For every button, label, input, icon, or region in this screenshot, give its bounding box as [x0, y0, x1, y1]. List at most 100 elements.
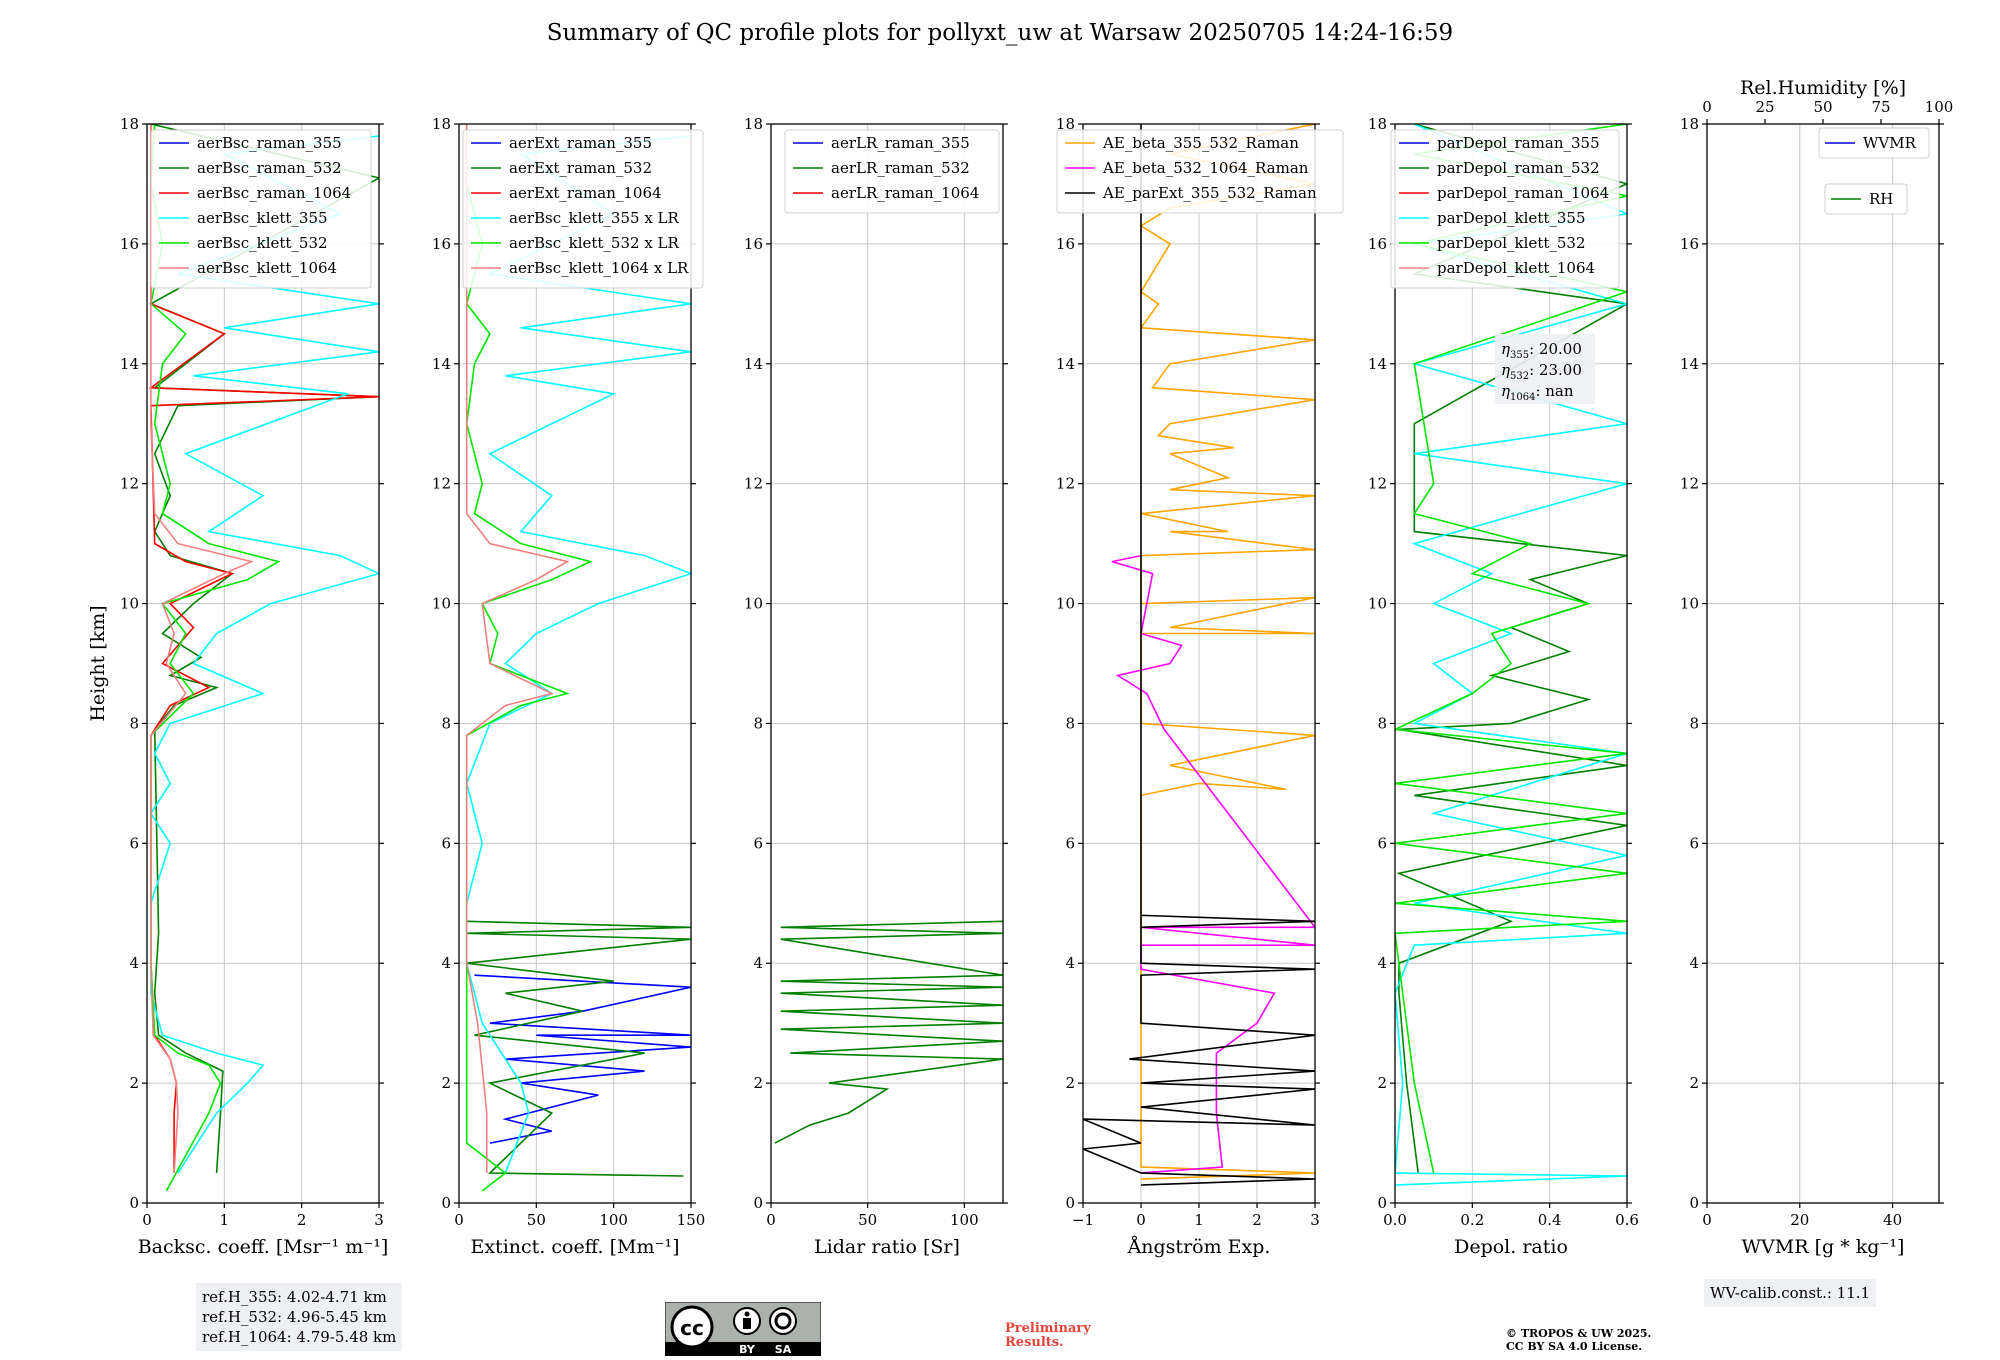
ytick-label: 14	[432, 355, 451, 373]
xtick-label: 40	[1883, 1211, 1902, 1229]
xtick-label: 0	[454, 1211, 464, 1229]
legend-box	[150, 129, 372, 289]
top-axis-label: Rel.Humidity [%]	[1740, 77, 1906, 99]
series-aerExt_raman_532	[466, 920, 691, 1177]
ytick-label: 6	[1065, 834, 1075, 852]
ytick-label: 18	[1368, 115, 1387, 133]
ytick-label: 6	[1377, 834, 1387, 852]
ytick-label: 8	[1065, 714, 1075, 732]
legend-label: aerExt_raman_532	[509, 159, 652, 177]
ytick-label: 16	[1368, 235, 1387, 253]
ytick-label: 2	[129, 1074, 139, 1092]
legend-label: parDepol_raman_1064	[1437, 184, 1609, 202]
xtick-label: 1	[1194, 1211, 1204, 1229]
series-AE_parExt_355_532_Raman	[1083, 124, 1315, 1186]
ytick-label: 6	[441, 834, 451, 852]
ytick-label: 8	[1689, 714, 1699, 732]
cc-by-label: BY	[739, 1343, 756, 1356]
xtick-label: 3	[1310, 1211, 1320, 1229]
legend-label: aerBsc_klett_1064 x LR	[509, 259, 689, 277]
copyright-line-1: © TROPOS & UW 2025.	[1506, 1327, 1652, 1340]
eta-1064: η1064: nan	[1501, 382, 1574, 403]
ytick-label: 10	[1368, 595, 1387, 613]
ytick-label: 16	[432, 235, 451, 253]
ytick-label: 0	[753, 1194, 763, 1212]
ytick-label: 4	[753, 954, 763, 972]
ytick-label: 18	[432, 115, 451, 133]
ytick-label: 8	[441, 714, 451, 732]
legend-label: aerBsc_klett_1064	[197, 259, 337, 277]
ytick-label: 16	[1056, 235, 1075, 253]
series-aerLR_raman_532	[774, 920, 1003, 1144]
legend-label: WVMR	[1863, 134, 1917, 152]
legend-label: aerBsc_klett_532	[197, 234, 328, 252]
xtick-label: 20	[1790, 1211, 1809, 1229]
legend-label: AE_parExt_355_532_Raman	[1102, 184, 1317, 202]
legend-label: RH	[1869, 190, 1893, 208]
legend-label: aerBsc_klett_355 x LR	[509, 209, 680, 227]
series-aerBsc_klett_1064 x LR	[465, 124, 570, 1173]
ytick-label: 2	[1065, 1074, 1075, 1092]
wv-calib-box: WV-calib.const.: 11.1	[1704, 1279, 1877, 1307]
ytick-label: 0	[129, 1194, 139, 1212]
preliminary-line-2: Results.	[1005, 1335, 1064, 1350]
ref-h-532: ref.H_532: 4.96-5.45 km	[202, 1308, 387, 1326]
preliminary-note: Preliminary Results.	[1005, 1322, 1091, 1350]
eta-532: η532: 23.00	[1501, 361, 1582, 382]
xtick-label: 0.6	[1615, 1211, 1639, 1229]
ytick-label: 14	[744, 355, 763, 373]
copyright-note: © TROPOS & UW 2025. CC BY SA 4.0 License…	[1506, 1327, 1651, 1353]
ytick-label: 10	[120, 595, 139, 613]
ytick-label: 4	[441, 954, 451, 972]
panel-depol: 0 2 4 6 8 10 12 14 16 18 0.0 0.2 0.4 0.6 Depol. ratio p…	[1368, 115, 1639, 1258]
axes-frame	[1394, 123, 1628, 1204]
copyright-line-2: CC BY SA 4.0 License.	[1506, 1340, 1643, 1353]
figure-title: Summary of QC profile plots for pollyxt_…	[546, 20, 1454, 46]
ytick-label: 2	[441, 1074, 451, 1092]
x-axis-label: Depol. ratio	[1454, 1236, 1568, 1258]
series-AE_beta_355_532_Raman	[1139, 124, 1315, 1180]
ytick-label: 0	[1689, 1194, 1699, 1212]
ytick-label: 10	[1680, 595, 1699, 613]
axes-frame	[458, 123, 692, 1204]
xtick-label: 100	[950, 1211, 979, 1229]
ytick-label: 14	[1680, 355, 1699, 373]
ytick-label: 6	[753, 834, 763, 852]
ytick-label: 12	[744, 475, 763, 493]
xtick-label: 0	[1702, 1211, 1712, 1229]
ytick-label: 10	[432, 595, 451, 613]
legend-label: parDepol_raman_355	[1437, 134, 1600, 152]
legend-box	[1390, 129, 1620, 289]
ytick-label: 2	[1377, 1074, 1387, 1092]
x-axis-label: Ångström Exp.	[1127, 1236, 1271, 1258]
legend-label: aerLR_raman_532	[831, 159, 970, 177]
ytick-label: 12	[1056, 475, 1075, 493]
preliminary-line-1: Preliminary	[1005, 1321, 1091, 1336]
xtick-label: 0	[142, 1211, 152, 1229]
series-aerBsc_klett_532	[150, 124, 281, 1192]
series-aerBsc_klett_355	[149, 135, 379, 1174]
ytick-label: 12	[1368, 475, 1387, 493]
panel-lidar_ratio: 0 2 4 6 8 10 12 14 16 18 0 50 100 Lidar ratio [Sr] aer…	[744, 115, 1008, 1258]
ytick-label: 6	[1689, 834, 1699, 852]
legend-label: parDepol_klett_532	[1437, 234, 1586, 252]
xtick-label: 2	[1252, 1211, 1262, 1229]
x-axis-label: Extinct. coeff. [Mm⁻¹]	[470, 1236, 679, 1258]
eta-355: η355: 20.00	[1501, 340, 1582, 361]
legend-label: aerBsc_klett_355	[197, 209, 328, 227]
cc-sa-label: SA	[775, 1343, 792, 1356]
ytick-label: 16	[1680, 235, 1699, 253]
ref-h-355: ref.H_355: 4.02-4.71 km	[202, 1288, 387, 1306]
ytick-label: 14	[120, 355, 139, 373]
legend-box	[784, 129, 1000, 214]
ytick-label: 4	[129, 954, 139, 972]
svg-text:cc: cc	[680, 1316, 704, 1340]
ytick-label: 0	[1377, 1194, 1387, 1212]
ytick-label: 14	[1368, 355, 1387, 373]
axes-frame	[146, 123, 380, 1204]
series-aerBsc_klett_355 x LR	[465, 135, 691, 1174]
legend-box	[1824, 183, 1908, 215]
ytick-label: 2	[753, 1074, 763, 1092]
